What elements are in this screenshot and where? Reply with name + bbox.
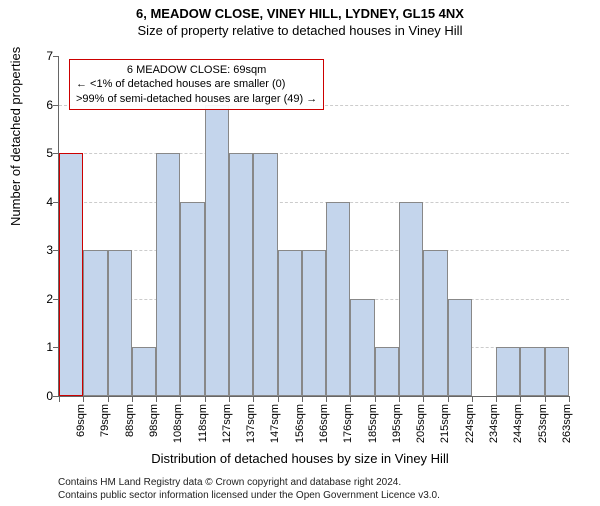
- x-tick-label: 79sqm: [99, 404, 111, 450]
- annotation-title: 6 MEADOW CLOSE: 69sqm: [76, 63, 317, 77]
- x-tick-label: 253sqm: [537, 404, 549, 450]
- histogram-bar: [108, 250, 132, 396]
- histogram-bar: [205, 105, 229, 396]
- histogram-bar: [132, 347, 156, 396]
- x-tick-label: 166sqm: [318, 404, 330, 450]
- x-tick-label: 108sqm: [172, 404, 184, 450]
- x-tick-label: 176sqm: [342, 404, 354, 450]
- histogram-bar: [302, 250, 326, 396]
- x-tick-label: 224sqm: [464, 404, 476, 450]
- histogram-bar: [399, 202, 423, 396]
- histogram-bar: [83, 250, 107, 396]
- x-tick-label: 147sqm: [269, 404, 281, 450]
- histogram-bar: [326, 202, 350, 396]
- y-tick-label: 6: [35, 98, 53, 112]
- chart-title: 6, MEADOW CLOSE, VINEY HILL, LYDNEY, GL1…: [0, 6, 600, 21]
- x-tick-label: 137sqm: [245, 404, 257, 450]
- histogram-bar: [180, 202, 204, 396]
- histogram-bar: [253, 153, 277, 396]
- x-tick-label: 215sqm: [439, 404, 451, 450]
- histogram-bar: [545, 347, 569, 396]
- y-tick-label: 3: [35, 243, 53, 257]
- attribution-text: Contains HM Land Registry data © Crown c…: [58, 476, 440, 502]
- y-axis-label: Number of detached properties: [8, 47, 23, 226]
- chart-subtitle: Size of property relative to detached ho…: [0, 23, 600, 38]
- x-tick-label: 205sqm: [415, 404, 427, 450]
- x-tick-label: 69sqm: [75, 404, 87, 450]
- attribution-line-1: Contains HM Land Registry data © Crown c…: [58, 476, 440, 489]
- annotation-line-2: >99% of semi-detached houses are larger …: [76, 92, 317, 106]
- plot-area: 0123456769sqm79sqm88sqm98sqm108sqm118sqm…: [58, 56, 569, 397]
- x-tick-label: 156sqm: [294, 404, 306, 450]
- y-tick-label: 4: [35, 195, 53, 209]
- histogram-bar: [423, 250, 447, 396]
- histogram-bar: [350, 299, 374, 396]
- histogram-bar: [59, 153, 83, 396]
- x-tick-label: 234sqm: [488, 404, 500, 450]
- x-tick-label: 263sqm: [561, 404, 573, 450]
- y-tick-label: 5: [35, 146, 53, 160]
- x-tick-label: 88sqm: [124, 404, 136, 450]
- x-tick-label: 118sqm: [197, 404, 209, 450]
- histogram-bar: [278, 250, 302, 396]
- annotation-box: 6 MEADOW CLOSE: 69sqm← <1% of detached h…: [69, 59, 324, 110]
- x-tick-label: 244sqm: [512, 404, 524, 450]
- x-axis-label: Distribution of detached houses by size …: [0, 451, 600, 466]
- y-tick-label: 7: [35, 49, 53, 63]
- histogram-bar: [496, 347, 520, 396]
- chart-container: 6, MEADOW CLOSE, VINEY HILL, LYDNEY, GL1…: [0, 6, 600, 506]
- y-tick-label: 2: [35, 292, 53, 306]
- annotation-line-1: ← <1% of detached houses are smaller (0): [76, 77, 317, 91]
- y-tick-label: 1: [35, 340, 53, 354]
- x-tick-label: 185sqm: [367, 404, 379, 450]
- histogram-bar: [229, 153, 253, 396]
- histogram-bar: [520, 347, 544, 396]
- x-tick-label: 127sqm: [221, 404, 233, 450]
- histogram-bar: [375, 347, 399, 396]
- histogram-bar: [448, 299, 472, 396]
- attribution-line-2: Contains public sector information licen…: [58, 489, 440, 502]
- y-tick-label: 0: [35, 389, 53, 403]
- x-tick-label: 98sqm: [148, 404, 160, 450]
- x-tick-label: 195sqm: [391, 404, 403, 450]
- histogram-bar: [156, 153, 180, 396]
